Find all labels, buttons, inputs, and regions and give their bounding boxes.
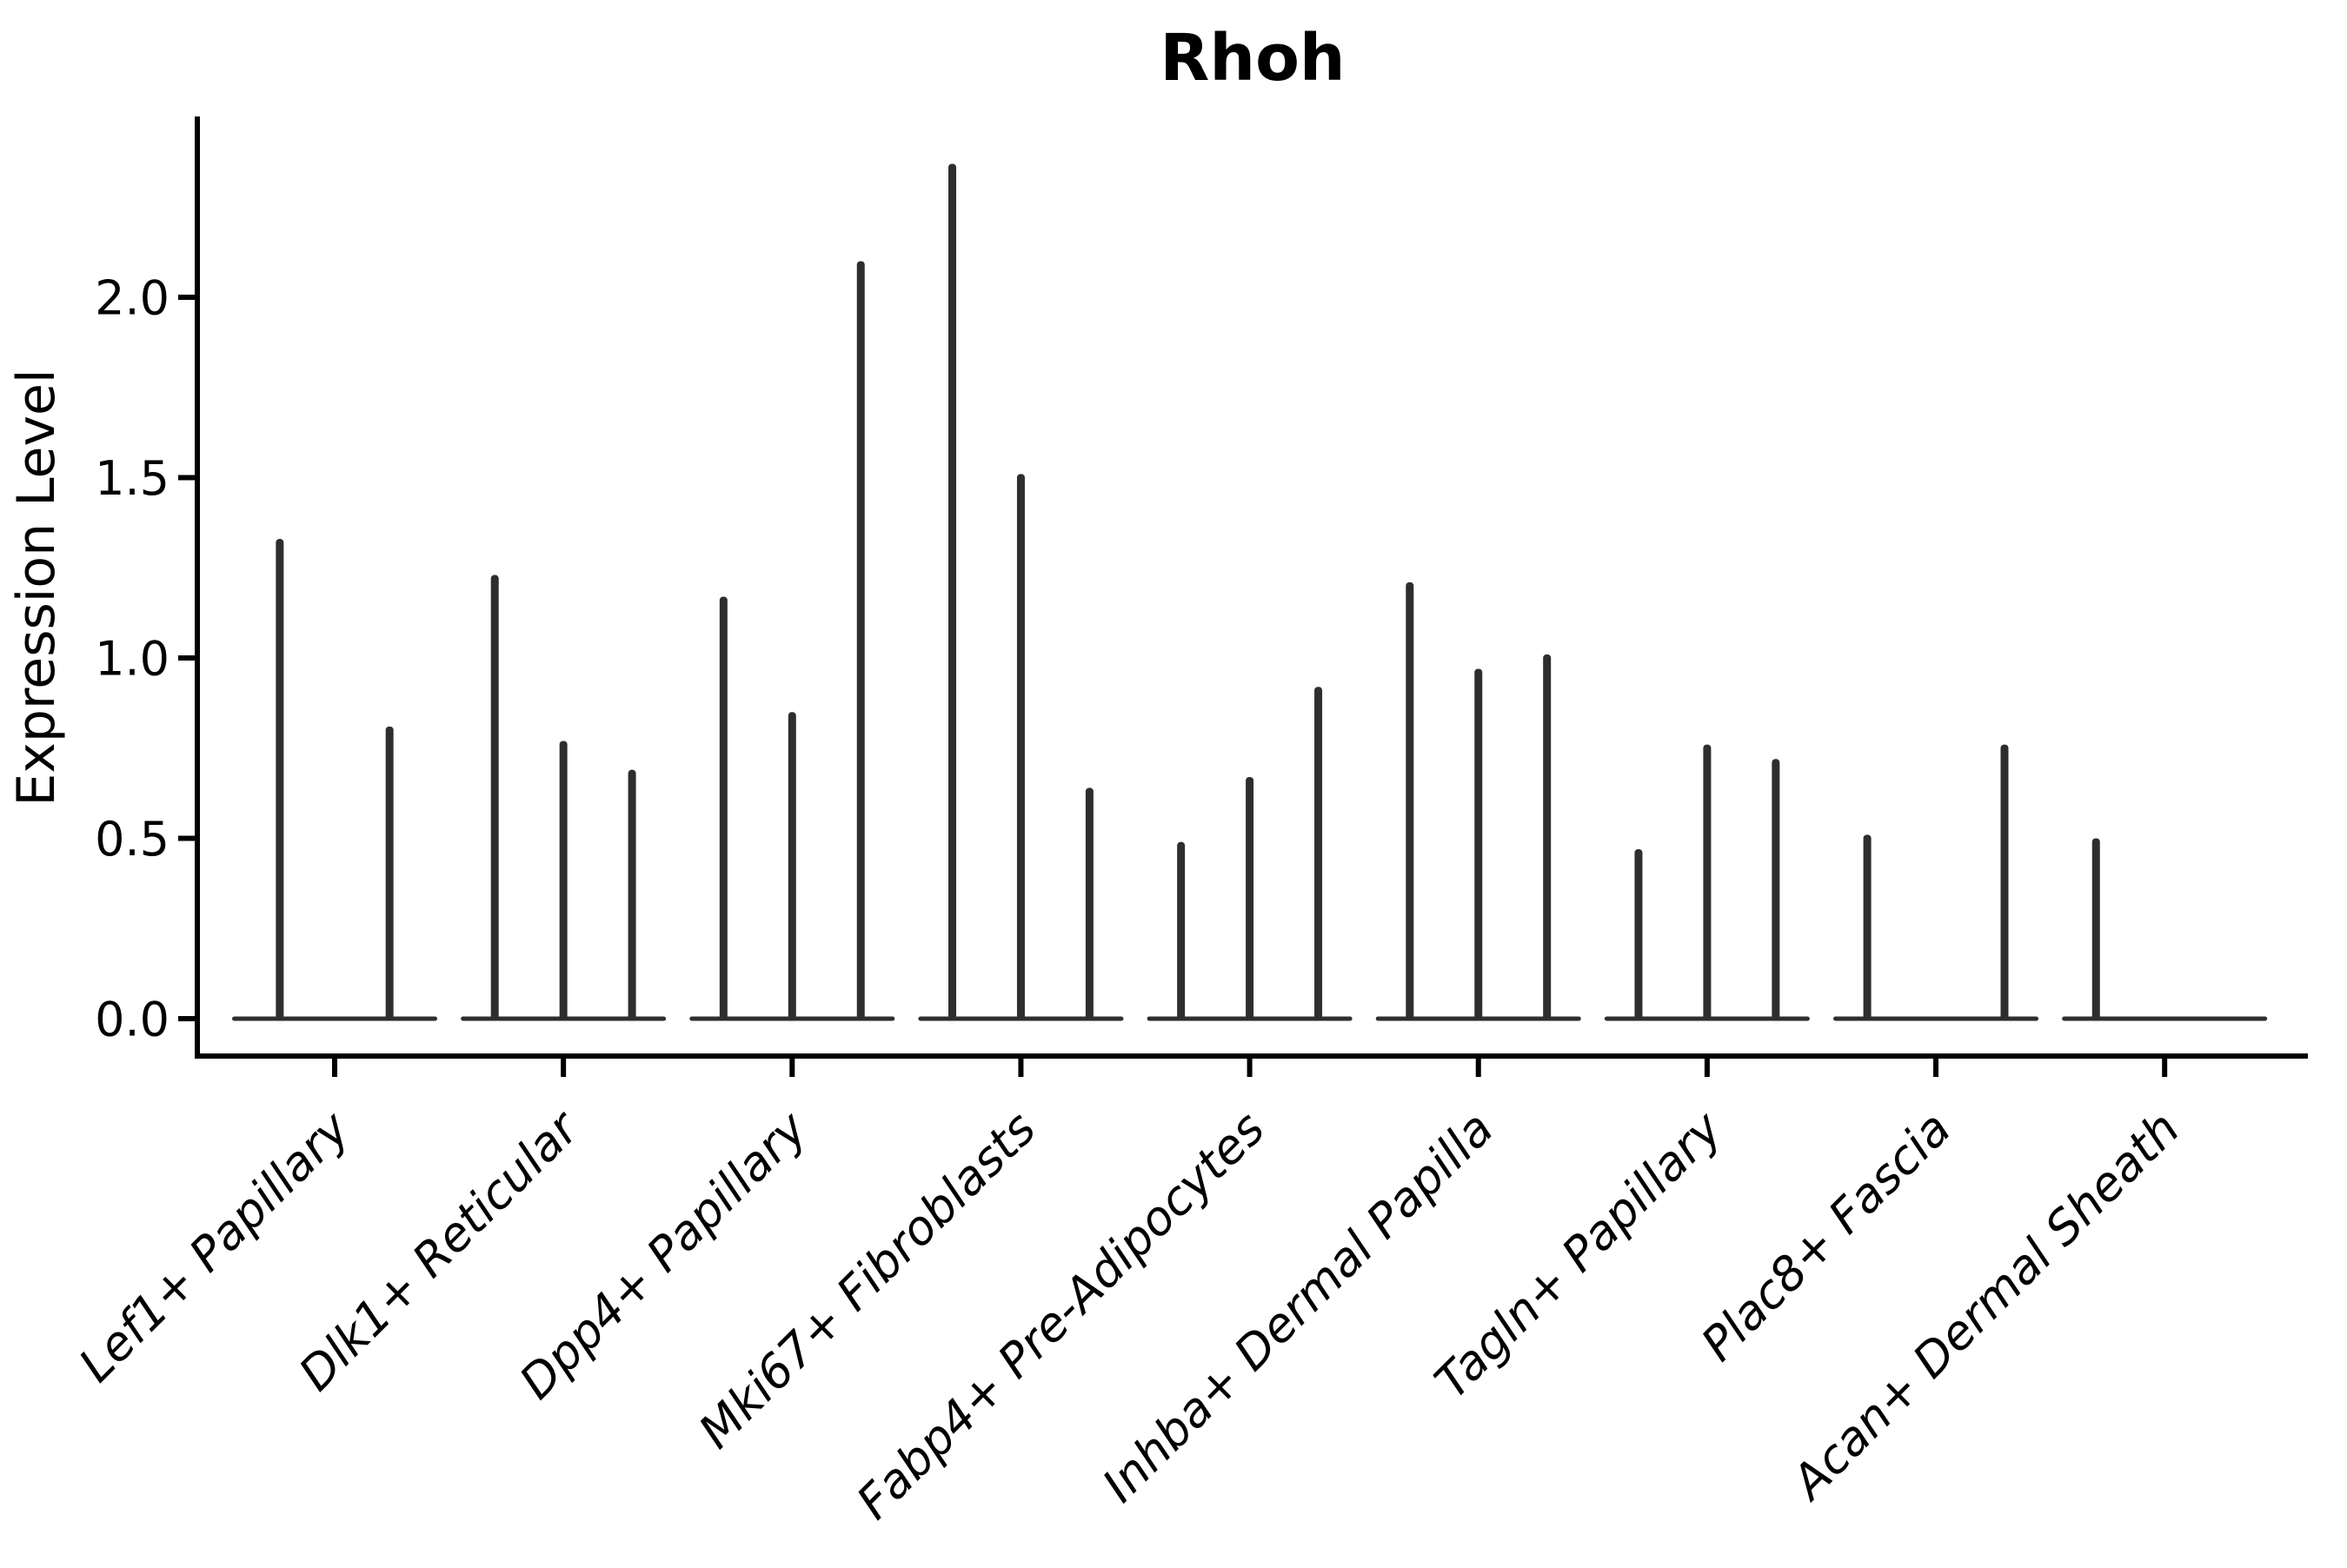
y-tick-label: 1.5 [95, 451, 170, 506]
violin-spike [385, 726, 394, 1020]
violin-spike [788, 712, 796, 1020]
violin-spike [490, 575, 499, 1020]
y-tick-label: 1.0 [95, 631, 170, 686]
x-tick-label: Fabp4+ Pre-Adipocytes [846, 1101, 1274, 1530]
violin-spike [856, 261, 865, 1020]
y-tick-label: 0.0 [95, 992, 170, 1046]
violin-spike [2091, 838, 2100, 1020]
y-tick-label: 0.5 [95, 812, 170, 867]
violin-spike [1016, 474, 1025, 1020]
violin-baseline [1833, 1016, 2039, 1021]
violin-spike [1085, 787, 1094, 1020]
violin-spike [1772, 759, 1780, 1020]
y-tick-label: 2.0 [95, 270, 170, 325]
violin-spike [1406, 581, 1414, 1020]
violin-spike [1177, 841, 1186, 1020]
chart-title: Rhoh [1160, 21, 1345, 96]
violin-baseline [2062, 1016, 2268, 1021]
violin-spike [1314, 687, 1323, 1020]
violin-spike [276, 539, 284, 1020]
violin-spike [1863, 834, 1872, 1020]
violin-spike [1474, 668, 1483, 1020]
axes-group [178, 116, 2308, 1077]
violin-spike [559, 741, 568, 1020]
x-tick-label: Acan+ Dermal Sheath [1779, 1101, 2190, 1512]
violin-spike [948, 163, 957, 1020]
violin-spike [2000, 744, 2009, 1020]
violin-spike [1246, 776, 1254, 1020]
violin-spikes-group [276, 163, 2100, 1020]
violin-spike [719, 596, 728, 1020]
violin-spike [628, 769, 636, 1020]
violin-baseline [232, 1016, 437, 1021]
x-tick-label: Inhba+ Dermal Papilla [1092, 1101, 1504, 1513]
y-axis-label: Expression Level [6, 369, 67, 806]
violin-spike [1543, 654, 1552, 1020]
violin-spike [1634, 848, 1643, 1020]
violin-spike [1703, 744, 1712, 1020]
